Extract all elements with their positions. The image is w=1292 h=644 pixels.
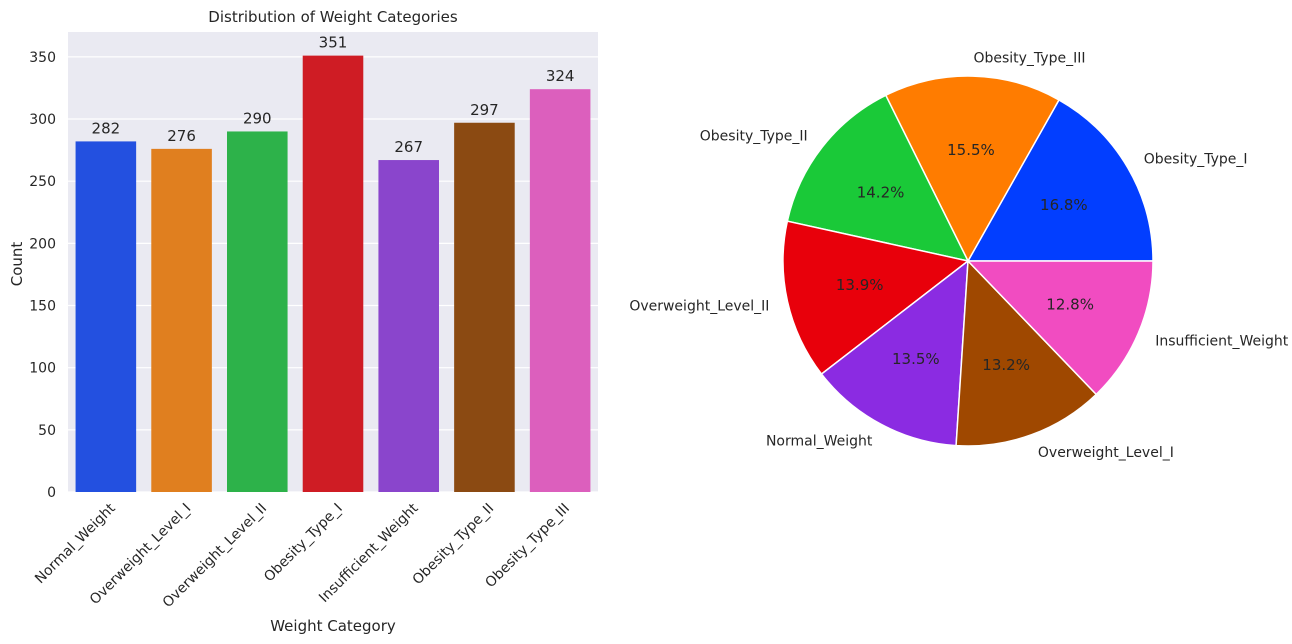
bar-value-label: 276	[167, 127, 196, 145]
bar-value-label: 324	[546, 67, 575, 85]
pie-slice	[820, 259, 969, 447]
y-tick-labels: 0 50 100 150 200 250 300 350	[29, 50, 56, 501]
y-tick-label: 250	[29, 174, 56, 190]
bar	[529, 89, 591, 493]
y-tick-label: 0	[47, 485, 56, 501]
y-tick-label: 100	[29, 361, 56, 377]
pie-percent-label: 16.8%	[1040, 196, 1088, 214]
bar-value-labels: 282 276 290 351 267 297 324	[92, 34, 575, 156]
pie-percent-labels: 16.8% 15.5% 14.2% 13.9% 13.5% 13.2% 12.8%	[836, 141, 1094, 374]
pie-slice	[966, 98, 1154, 262]
x-tick-label: Obesity_Type_II	[410, 501, 498, 589]
bar-chart: 0 50 100 150 200 250 300 350 282 276 290 351 267 297…	[8, 8, 598, 635]
bar-chart-title: Distribution of Weight Categories	[208, 8, 458, 26]
pie-chart: 16.8% 15.5% 14.2% 13.9% 13.5% 13.2% 12.8% Obes…	[629, 51, 1288, 462]
bar	[302, 55, 364, 493]
pie-percent-label: 13.5%	[892, 350, 940, 368]
pie-percent-label: 15.5%	[947, 141, 995, 159]
bar-value-label: 290	[243, 109, 272, 127]
pie-slice-label: Insufficient_Weight	[1155, 334, 1289, 350]
bar-value-label: 297	[470, 101, 499, 119]
pie-slice-label: Overweight_Level_II	[629, 298, 769, 314]
pie-percent-label: 13.9%	[836, 276, 884, 294]
pie-slice	[966, 260, 1154, 396]
pie-slices	[782, 75, 1154, 447]
pie-slice	[884, 75, 1061, 263]
x-tick-label: Normal_Weight	[32, 500, 119, 587]
bar	[227, 131, 288, 492]
pie-slice-label: Obesity_Type_III	[973, 51, 1085, 67]
bar	[378, 160, 439, 492]
pie-slice-label: Overweight_Level_I	[1038, 445, 1174, 461]
pie-slice	[782, 220, 970, 376]
y-tick-label: 150	[29, 299, 56, 315]
bar-value-label: 282	[92, 119, 121, 137]
pie-percent-label: 13.2%	[982, 356, 1030, 374]
bar-value-label: 351	[319, 34, 348, 52]
pie-slice-label: Normal_Weight	[766, 434, 873, 450]
x-tick-label: Obesity_Type_I	[261, 501, 346, 586]
y-tick-label: 350	[29, 50, 56, 66]
pie-slice	[955, 259, 1098, 447]
y-tick-label: 300	[29, 112, 56, 128]
x-axis-label: Weight Category	[270, 617, 396, 635]
bar	[454, 122, 515, 492]
y-tick-label: 200	[29, 236, 56, 252]
bar-value-label: 267	[394, 138, 423, 156]
pie-percent-label: 14.2%	[857, 184, 905, 202]
x-tick-label: Obesity_Type_III	[482, 501, 573, 592]
x-tick-labels: Normal_WeightOverweight_Level_IOverweigh…	[32, 500, 573, 611]
pie-slice-label: Obesity_Type_II	[700, 129, 808, 145]
bars	[75, 55, 591, 493]
pie-percent-label: 12.8%	[1046, 295, 1094, 313]
bar	[151, 148, 212, 492]
pie-slice-labels: Obesity_Type_I Obesity_Type_III Obesity_Ty…	[629, 51, 1288, 462]
pie-slice	[786, 94, 970, 263]
pie-slice-label: Obesity_Type_I	[1144, 151, 1248, 167]
y-axis-label: Count	[8, 242, 26, 287]
bar	[75, 141, 137, 493]
y-tick-label: 50	[38, 423, 56, 439]
